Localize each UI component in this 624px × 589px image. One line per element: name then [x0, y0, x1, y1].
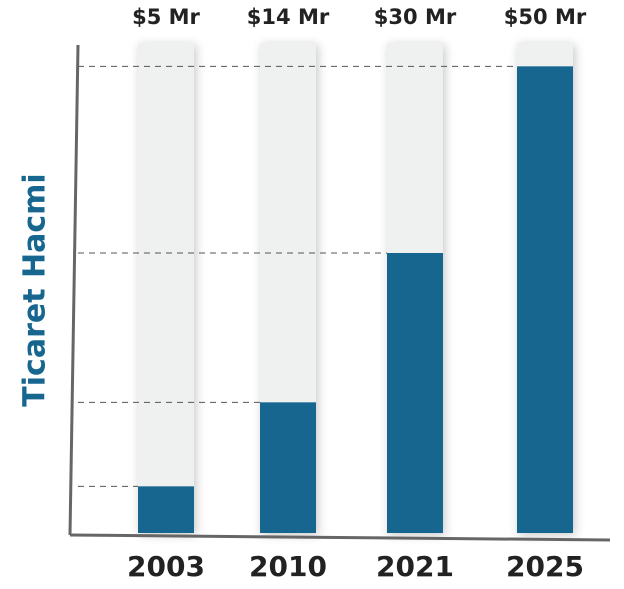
value-label: $30 Mr — [374, 5, 457, 29]
x-tick-label: 2003 — [127, 550, 205, 583]
x-tick-label: 2010 — [249, 550, 327, 583]
bar-track — [138, 43, 194, 533]
x-tick-label: 2021 — [376, 550, 454, 583]
y-axis-label: Ticaret Hacmi — [18, 173, 53, 406]
y-axis — [68, 44, 80, 536]
x-axis — [69, 533, 611, 542]
bar — [517, 66, 573, 533]
value-label: $5 Mr — [132, 5, 200, 29]
value-label: $14 Mr — [247, 5, 330, 29]
bar — [138, 486, 194, 533]
value-label: $50 Mr — [504, 5, 587, 29]
bar — [260, 402, 316, 533]
bar — [387, 253, 443, 533]
x-tick-label: 2025 — [506, 550, 584, 583]
